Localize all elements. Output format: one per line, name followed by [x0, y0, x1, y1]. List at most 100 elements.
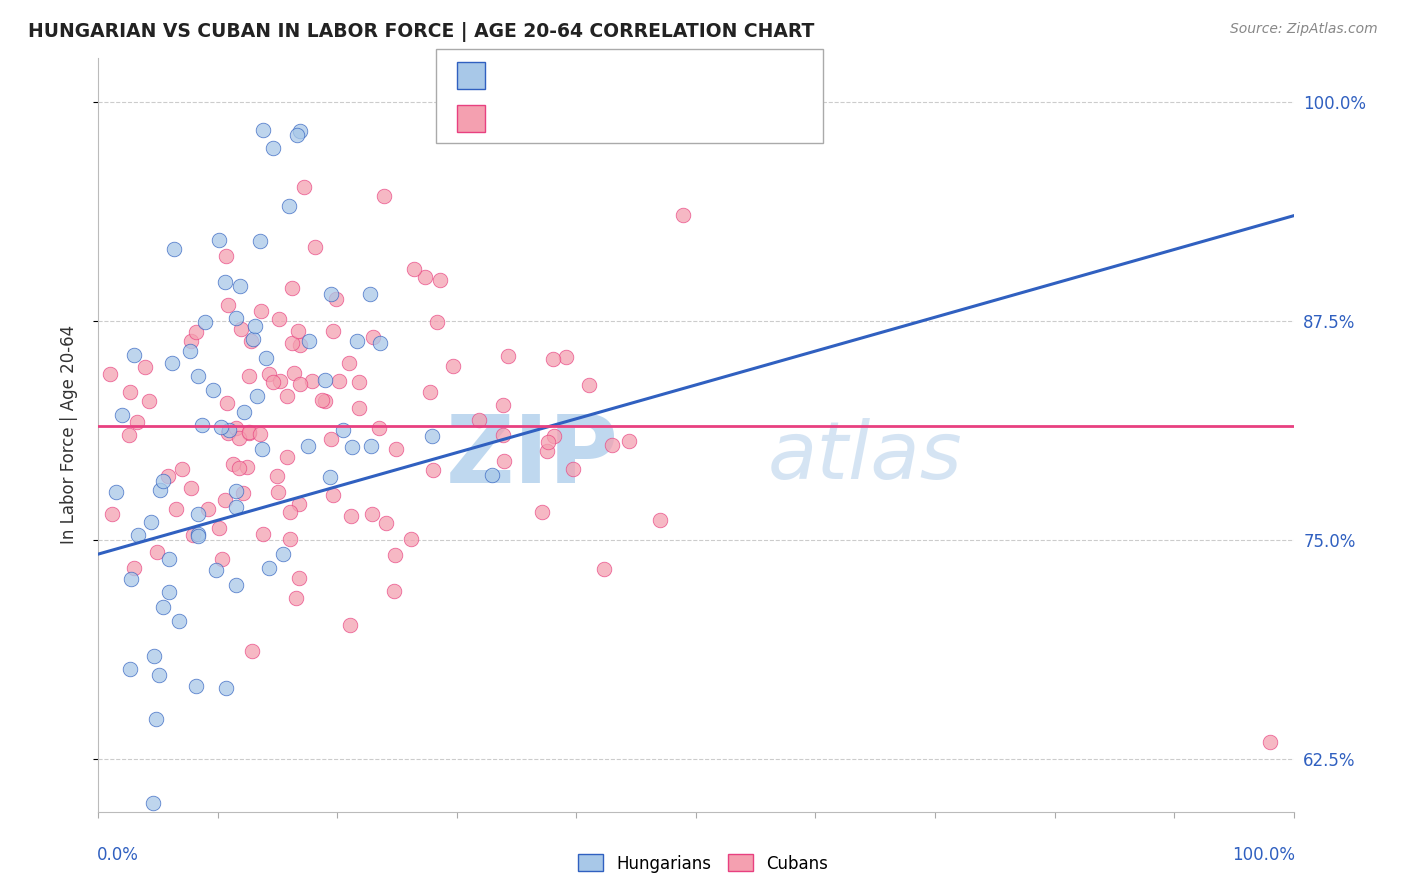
Point: [492, 398, 515, 412]
Point: [278, 532, 301, 546]
Point: [167, 614, 190, 628]
Point: [311, 392, 333, 407]
Point: [208, 521, 231, 535]
Point: [382, 584, 405, 599]
Point: [297, 439, 319, 453]
Point: [163, 242, 186, 256]
Point: [120, 572, 142, 586]
Point: [373, 189, 395, 203]
Point: [111, 408, 134, 422]
Point: [288, 376, 311, 391]
Point: [232, 405, 254, 419]
Point: [127, 415, 149, 429]
Point: [228, 431, 250, 445]
Point: [347, 401, 370, 416]
Point: [280, 336, 302, 351]
Point: [278, 199, 301, 213]
Point: [249, 234, 271, 248]
Point: [530, 505, 553, 519]
Point: [187, 507, 209, 521]
Text: Source: ZipAtlas.com: Source: ZipAtlas.com: [1230, 22, 1378, 37]
Text: atlas: atlas: [768, 418, 963, 497]
Point: [124, 561, 146, 575]
Point: [152, 474, 174, 488]
Point: [249, 426, 271, 441]
Point: [385, 442, 408, 457]
Point: [536, 444, 558, 458]
Point: [262, 140, 284, 154]
Point: [384, 548, 406, 562]
Point: [139, 515, 162, 529]
Point: [360, 508, 382, 522]
Text: R = 0.339   N =  66: R = 0.339 N = 66: [492, 65, 683, 83]
Point: [257, 561, 280, 575]
Point: [138, 394, 160, 409]
Point: [267, 485, 290, 500]
Point: [340, 441, 363, 455]
Point: [650, 513, 672, 527]
Point: [269, 312, 291, 326]
Point: [165, 501, 187, 516]
Point: [340, 509, 363, 524]
Point: [243, 318, 266, 333]
Point: [322, 324, 344, 338]
Point: [180, 334, 202, 348]
Point: [325, 292, 347, 306]
Point: [211, 552, 233, 566]
Point: [361, 330, 384, 344]
Point: [172, 462, 194, 476]
Point: [186, 368, 208, 383]
Point: [360, 439, 382, 453]
Point: [276, 450, 298, 464]
Point: [122, 348, 145, 362]
Point: [215, 396, 238, 410]
Point: [402, 261, 425, 276]
Point: [181, 528, 204, 542]
Point: [222, 457, 245, 471]
Point: [215, 681, 238, 696]
Point: [225, 311, 247, 326]
Point: [236, 459, 259, 474]
Point: [578, 378, 600, 392]
Point: [246, 389, 269, 403]
Point: [152, 599, 174, 614]
Point: [242, 332, 264, 346]
Point: [205, 563, 228, 577]
Point: [301, 374, 323, 388]
Point: [481, 467, 503, 482]
Point: [217, 425, 239, 440]
Point: [252, 526, 274, 541]
Point: [543, 352, 565, 367]
Point: [225, 500, 247, 514]
Point: [228, 461, 250, 475]
Point: [399, 532, 422, 546]
Point: [375, 516, 398, 530]
Point: [100, 367, 122, 381]
Point: [254, 351, 277, 365]
Point: [619, 434, 641, 449]
Text: 100.0%: 100.0%: [1232, 846, 1295, 863]
Point: [276, 389, 298, 403]
Point: [240, 644, 263, 658]
Point: [225, 484, 247, 499]
Point: [284, 591, 307, 605]
Point: [238, 425, 260, 440]
Point: [1258, 734, 1281, 748]
Point: [157, 552, 180, 566]
Legend: Hungarians, Cubans: Hungarians, Cubans: [571, 847, 835, 880]
Point: [202, 384, 225, 398]
Point: [225, 421, 247, 435]
Point: [328, 374, 350, 388]
Text: ZIP: ZIP: [446, 411, 619, 503]
Point: [292, 179, 315, 194]
Point: [339, 618, 361, 632]
Point: [555, 350, 578, 364]
Point: [278, 505, 301, 519]
Point: [319, 286, 342, 301]
Point: [314, 394, 336, 409]
Point: [186, 325, 208, 339]
Point: [238, 369, 260, 384]
Point: [319, 470, 342, 484]
Point: [232, 486, 254, 500]
Point: [145, 545, 167, 559]
